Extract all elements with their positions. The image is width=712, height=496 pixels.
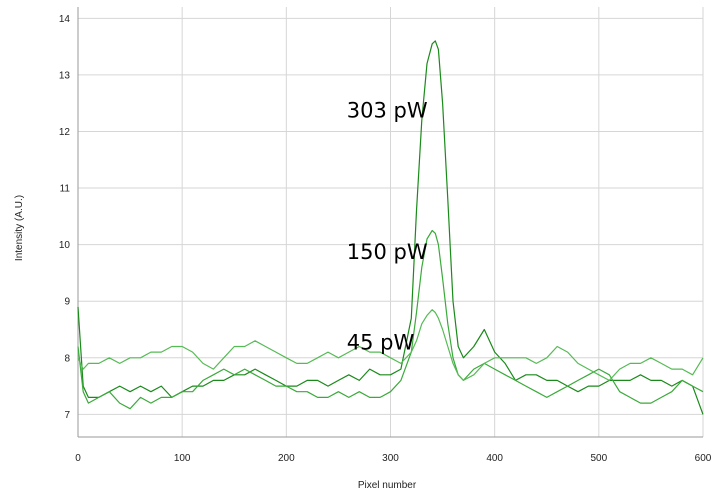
series-line-3 — [77, 309, 704, 381]
y-tick-label: 7 — [64, 410, 70, 421]
annotation-label: 303 pW — [347, 98, 428, 122]
x-tick-label: 600 — [695, 453, 712, 464]
series-line-2 — [77, 229, 704, 410]
x-tick-label: 400 — [486, 453, 503, 464]
peak-annotations: 303 pW 150 pW 45 pW — [347, 98, 428, 354]
y-tick-label: 11 — [60, 184, 71, 195]
y-tick-label: 13 — [59, 70, 71, 81]
x-tick-label: 100 — [174, 453, 191, 464]
y-axis-title: Intensity (A.U.) — [14, 195, 25, 261]
x-tick-label: 0 — [75, 453, 81, 464]
axes — [77, 7, 703, 438]
x-tick-label: 200 — [278, 453, 295, 464]
series-lines — [77, 40, 704, 415]
annotation-label: 45 pW — [347, 330, 415, 354]
y-tick-label: 9 — [64, 297, 70, 308]
y-tick-label: 8 — [64, 353, 70, 364]
y-tick-label: 10 — [59, 240, 71, 251]
series-line-1 — [77, 40, 704, 415]
y-tick-label: 12 — [59, 127, 71, 138]
annotation-label: 150 pW — [347, 240, 428, 264]
x-tick-label: 300 — [382, 453, 399, 464]
y-tick-label: 14 — [59, 14, 71, 25]
x-tick-label: 500 — [590, 453, 607, 464]
grid — [78, 7, 704, 437]
tick-labels: 0 100 200 300 400 500 600 7 8 9 10 11 12 13 14 — [59, 14, 712, 464]
x-axis-title: Pixel number — [358, 480, 417, 491]
